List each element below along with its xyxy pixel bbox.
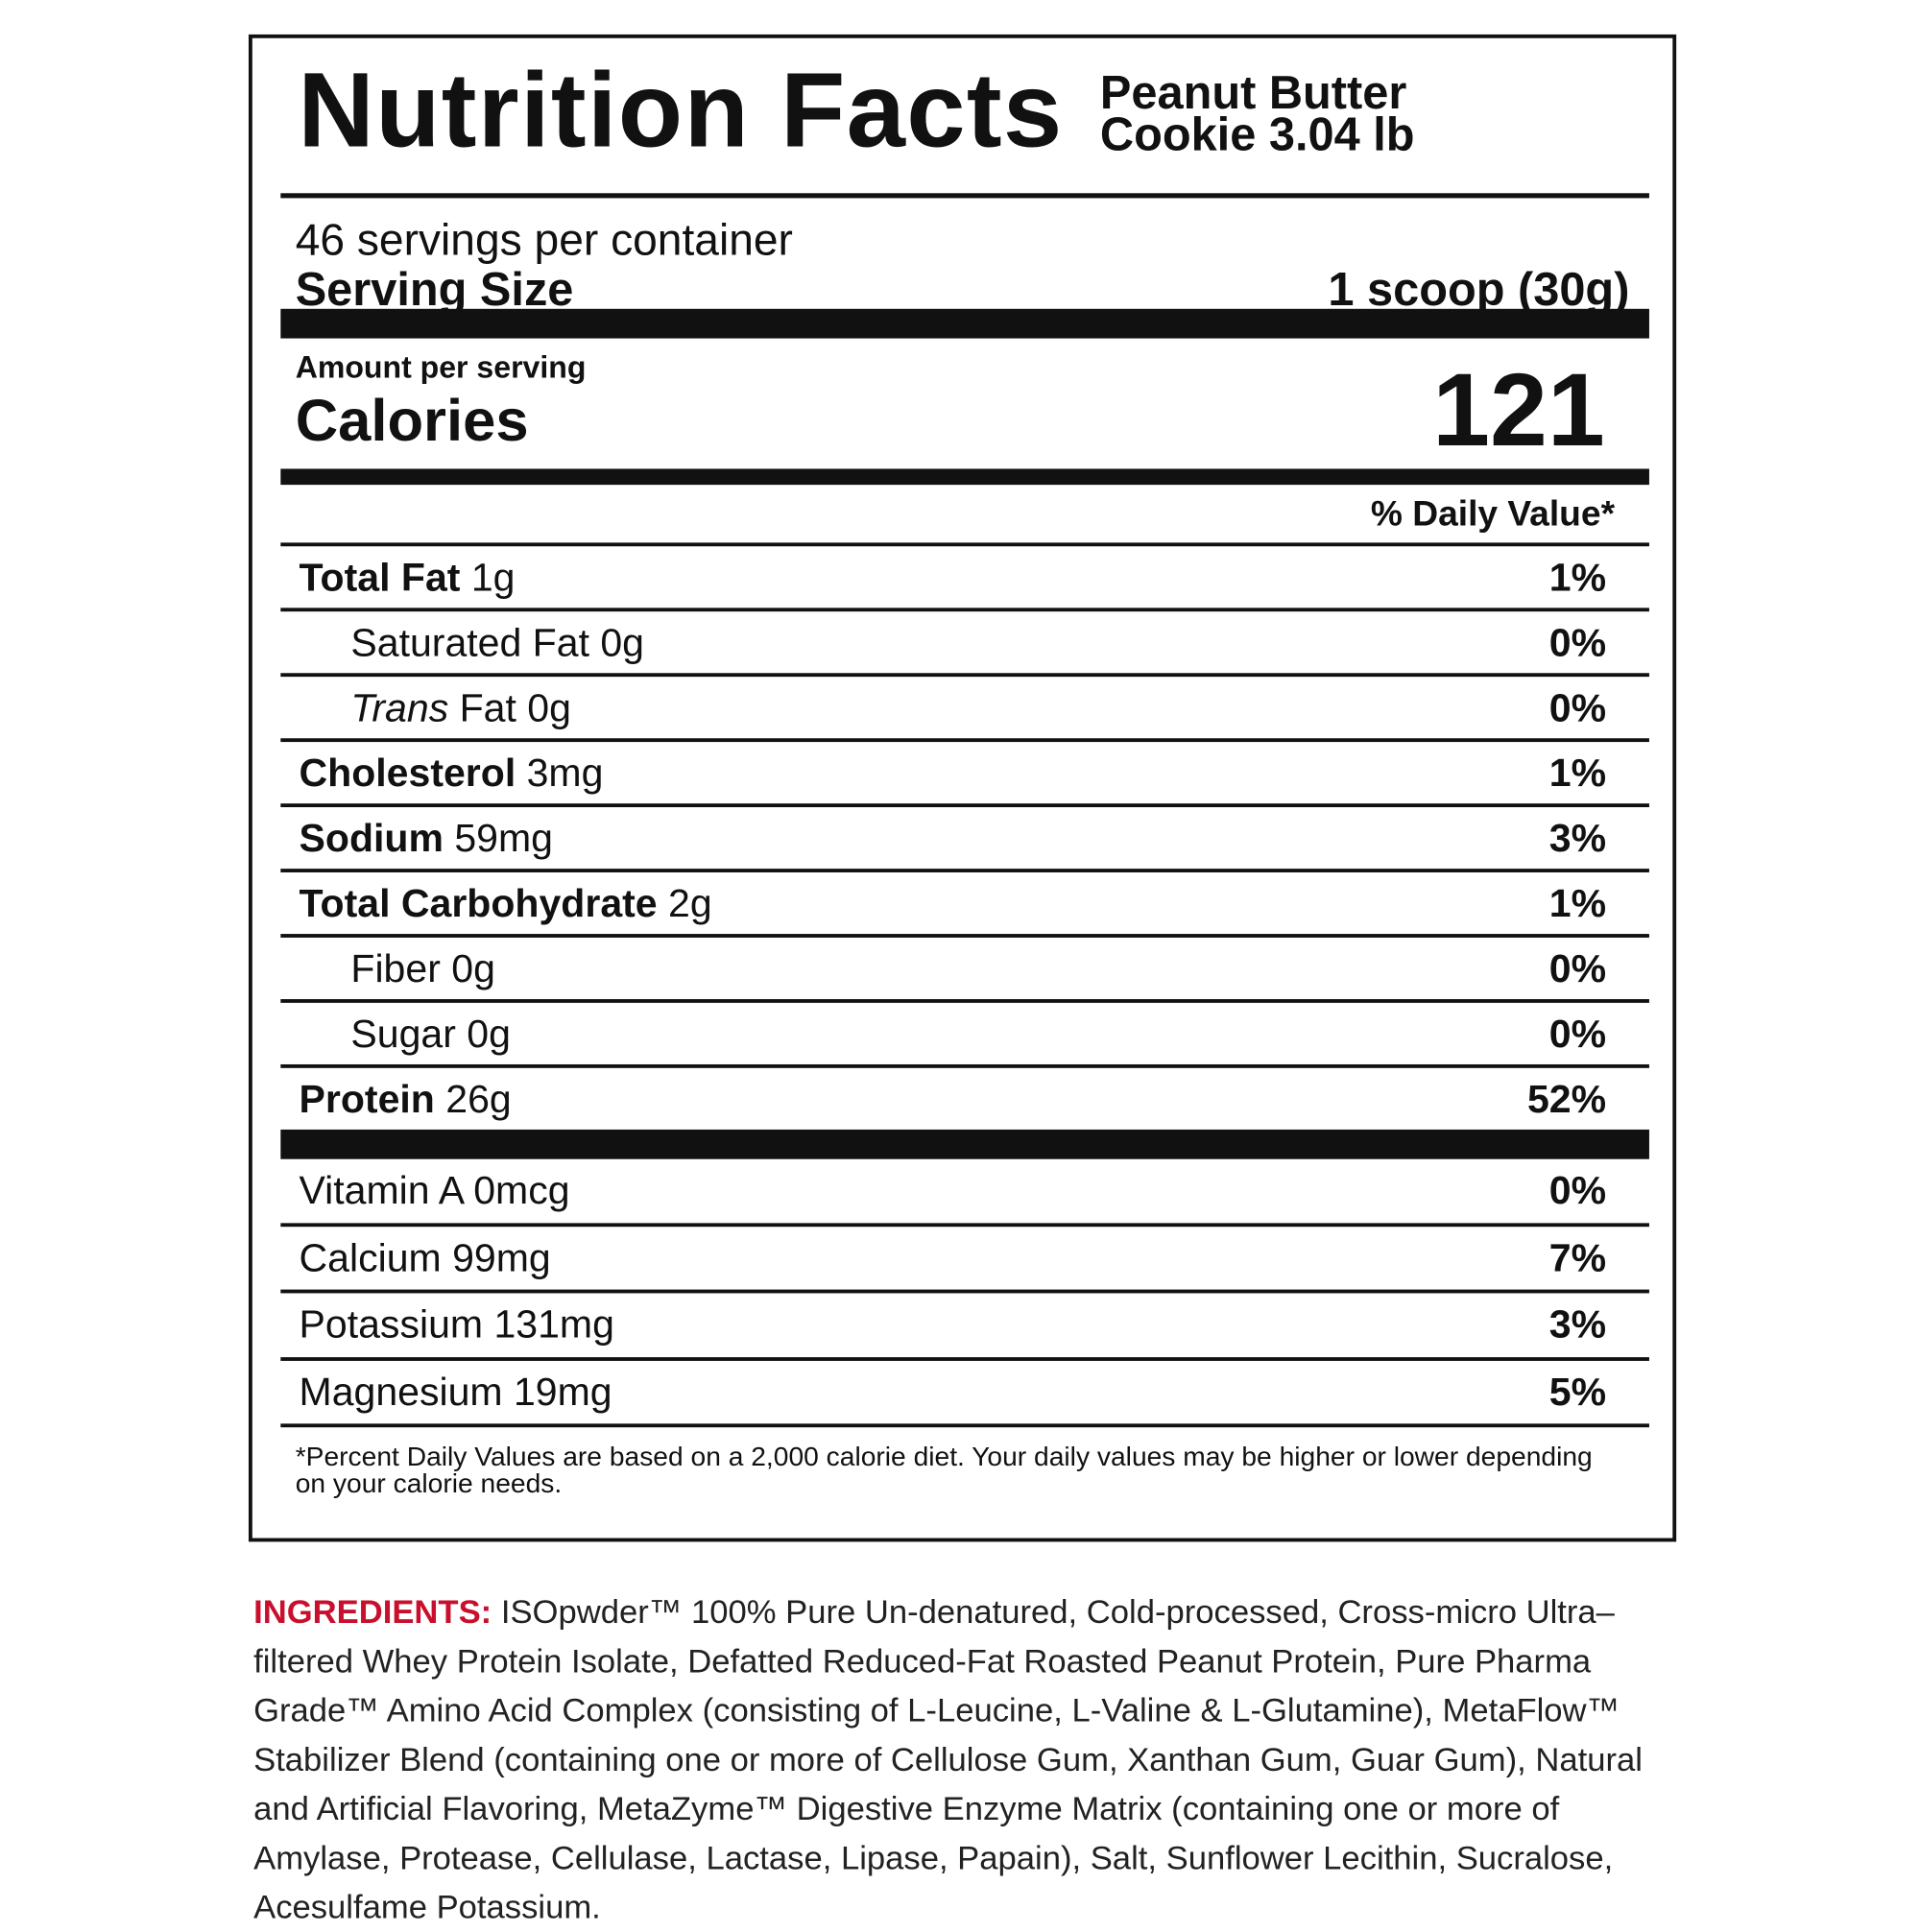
nutrient-name: Sugar (350, 1011, 456, 1056)
daily-value: 0% (1548, 1167, 1607, 1213)
ingredients-text: ISOpwder™ 100% Pure Un-denatured, Cold-p… (253, 1593, 1643, 1926)
nutrient-row: Protein 26g 52% (280, 1063, 1649, 1130)
nutrient-name: Potassium (299, 1301, 484, 1347)
nutrient-row: Vitamin A 0mcg 0% (280, 1159, 1649, 1227)
nutrient-name: Protein (299, 1076, 435, 1121)
vitamins: Vitamin A 0mcg 0% Calcium 99mg 7% Potassium … (280, 1159, 1649, 1428)
nutrient-label: Cholesterol 3mg (300, 750, 604, 795)
ingredients-label: INGREDIENTS: (253, 1593, 492, 1631)
nutrient-amount: 0g (600, 619, 644, 664)
nutrition-label: Nutrition Facts Peanut Butter Cookie 3.0… (248, 34, 1677, 1542)
serving-size-label: Serving Size (295, 264, 574, 317)
nutrient-row: Sodium 59mg 3% (280, 803, 1649, 869)
product: Peanut Butter Cookie 3.04 lb (1099, 67, 1415, 161)
nutrient-row: Sugar 0g 0% (280, 999, 1649, 1064)
daily-value: 3% (1548, 1301, 1607, 1347)
nutrient-name: Vitamin A (299, 1167, 463, 1213)
nutrient-amount: 59mg (454, 815, 553, 860)
nutrient-name: Cholesterol (299, 750, 516, 795)
daily-value: 0% (1548, 1011, 1607, 1056)
daily-value: 1% (1548, 750, 1607, 795)
servings-per-container: 46 servings per container (295, 214, 793, 265)
nutrient-label: Vitamin A 0mcg (300, 1168, 570, 1213)
daily-value: 52% (1526, 1076, 1607, 1121)
serving-size: Serving Size 1 scoop (30g) (296, 265, 1630, 317)
nutrient-amount: 19mg (513, 1369, 612, 1414)
nutrient-label: Sodium 59mg (300, 815, 553, 860)
daily-value-header: % Daily Value* (1370, 494, 1616, 535)
divider (280, 308, 1649, 339)
nutrient-amount: 1g (470, 554, 516, 599)
nutrient-amount: 3mg (526, 750, 604, 795)
serving-size-value: 1 scoop (30g) (1328, 264, 1630, 317)
calories-value: 121 (1432, 351, 1605, 468)
nutrient-amount: 131mg (493, 1301, 614, 1347)
nutrient-amount: 99mg (452, 1234, 551, 1280)
nutrient-row: Total Carbohydrate 2g 1% (280, 869, 1649, 934)
calories: Amount per serving Calories 121 (280, 339, 1649, 469)
nutrient-name: Sodium (299, 815, 444, 860)
nutrient-name: Saturated Fat (350, 619, 589, 664)
daily-value: 1% (1548, 554, 1607, 599)
nutrient-row: Fiber 0g 0% (280, 934, 1649, 999)
nutrient-row: Calcium 99mg 7% (280, 1227, 1649, 1294)
title: Nutrition Facts (298, 51, 1064, 170)
nutrient-row: Total Fat 1g 1% (280, 542, 1649, 608)
divider (280, 468, 1649, 486)
daily-value: 0% (1548, 945, 1607, 990)
nutrient-amount: 0g (451, 945, 495, 990)
nutrient-name: Magnesium (299, 1369, 503, 1414)
nutrient-row: Magnesium 19mg 5% (280, 1360, 1649, 1428)
nutrient-label: Total Fat 1g (300, 555, 516, 600)
nutrient-label: Sugar 0g (300, 1011, 511, 1056)
daily-value: 7% (1548, 1234, 1607, 1280)
servings: 46 servings per container Serving Size 1… (280, 198, 1649, 317)
nutrient-amount: 0g (467, 1011, 511, 1056)
nutrient-name: Fiber (350, 945, 441, 990)
daily-value: 3% (1548, 815, 1607, 860)
nutrients: Total Fat 1g 1% Saturated Fat 0g 0% Trans Fa… (280, 542, 1649, 1130)
nutrient-name: Total Fat (299, 554, 461, 599)
nutrient-amount: 0mcg (473, 1167, 570, 1213)
nutrient-label: Protein 26g (300, 1076, 512, 1121)
nutrient-label: Magnesium 19mg (300, 1370, 612, 1415)
footnote: *Percent Daily Values are based on a 2,0… (295, 1441, 1593, 1499)
daily-value: 1% (1548, 880, 1607, 925)
nutrient-name: Fat (459, 684, 516, 729)
ingredients: INGREDIENTS: ISOpwder™ 100% Pure Un-dena… (253, 1587, 1681, 1932)
nutrient-row: Cholesterol 3mg 1% (280, 738, 1649, 803)
nutrient-label: Fiber 0g (300, 945, 495, 990)
nutrient-amount: 0g (527, 684, 571, 729)
nutrient-row: Trans Fat 0g 0% (280, 673, 1649, 738)
nutrient-label: Saturated Fat 0g (300, 620, 644, 665)
product-line: Peanut Butter (1099, 67, 1407, 120)
nutrient-label: Calcium 99mg (300, 1235, 551, 1280)
header: Nutrition Facts Peanut Butter Cookie 3.0… (280, 38, 1649, 199)
nutrient-row: Potassium 131mg 3% (280, 1293, 1649, 1361)
nutrient-label: Potassium 131mg (300, 1302, 614, 1348)
nutrient-label: Trans Fat 0g (300, 684, 571, 729)
nutrient-row: Saturated Fat 0g 0% (280, 608, 1649, 673)
divider (280, 1129, 1649, 1159)
nutrient-name: Total Carbohydrate (299, 880, 658, 925)
amount-per-serving: Amount per serving (295, 350, 587, 386)
nutrient-name: Calcium (299, 1234, 442, 1280)
daily-value: 5% (1548, 1369, 1607, 1414)
daily-value: 0% (1548, 684, 1607, 729)
nutrient-amount: 26g (445, 1076, 512, 1121)
calories-label: Calories (295, 389, 529, 455)
nutrient-name-italic: Trans (350, 684, 449, 729)
nutrient-label: Total Carbohydrate 2g (300, 880, 712, 925)
product-line: Cookie 3.04 lb (1099, 109, 1415, 161)
daily-value: 0% (1548, 619, 1607, 664)
nutrient-amount: 2g (668, 880, 712, 925)
